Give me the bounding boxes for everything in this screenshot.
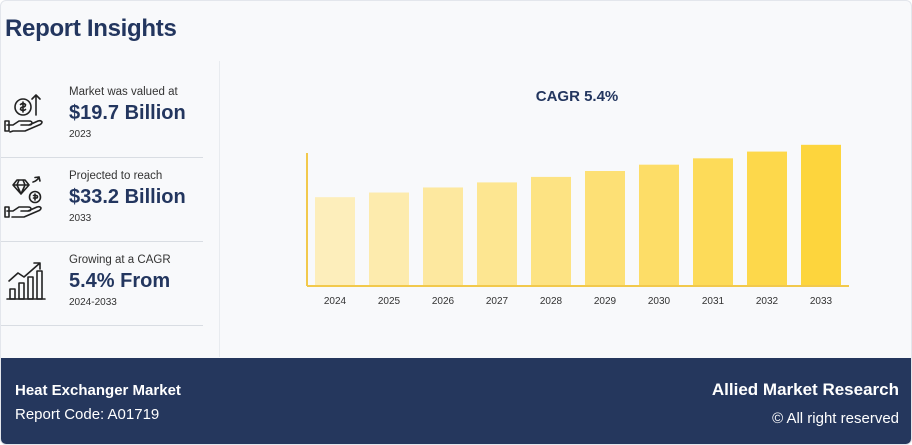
- x-tick-label-2027: 2027: [486, 296, 509, 307]
- footer-bar: Heat Exchanger Market Report Code: A0171…: [1, 358, 911, 444]
- bar-2025: [369, 192, 409, 285]
- bar-2032: [747, 151, 787, 285]
- chart-title: CAGR 5.4%: [536, 88, 619, 105]
- stat-year: 2023: [69, 129, 92, 140]
- x-tick-label-2030: 2030: [648, 296, 671, 307]
- x-tick-label-2033: 2033: [810, 296, 833, 307]
- x-tick-label-2031: 2031: [702, 296, 725, 307]
- bar-2027: [477, 182, 517, 285]
- x-tick-label-2025: 2025: [378, 296, 401, 307]
- stat-year: 2033: [69, 213, 92, 224]
- stat-label: Projected to reach: [69, 170, 163, 182]
- x-tick-labels: 2024 2025 2026 2027 2028 2029 2030 2031 2032 2033: [324, 296, 833, 307]
- stat-value: $33.2 Billion: [69, 186, 186, 208]
- page-title: Report Insights: [5, 15, 177, 42]
- report-code: Report Code: A01719: [15, 406, 160, 423]
- bar-2030: [639, 164, 679, 285]
- x-tick-label-2032: 2032: [756, 296, 779, 307]
- copyright-text: © All right reserved: [772, 410, 899, 427]
- bar-2031: [693, 158, 733, 285]
- money-hand-icon: [4, 94, 43, 133]
- diamond-coin-hand-icon: [4, 176, 42, 218]
- growth-chart-icon: [6, 262, 46, 300]
- cagr-bar-chart: CAGR 5.4% 2024 2025 2026 2027 2028 2029 2030 20…: [306, 88, 849, 307]
- stat-period: 2024-2033: [69, 297, 117, 308]
- bar-2029: [585, 171, 625, 285]
- bar-2024: [315, 197, 355, 285]
- brand-name: Allied Market Research: [711, 380, 899, 399]
- x-tick-label-2024: 2024: [324, 296, 347, 307]
- stat-cagr: Growing at a CAGR 5.4% From 2024-2033: [1, 241, 203, 326]
- stat-label: Growing at a CAGR: [69, 254, 171, 266]
- bar-2028: [531, 176, 571, 285]
- stat-market-value: Market was valued at $19.7 Billion 2023: [1, 73, 203, 158]
- bar-2033: [801, 144, 841, 285]
- stat-label: Market was valued at: [69, 86, 178, 98]
- x-tick-label-2026: 2026: [432, 296, 455, 307]
- x-tick-label-2029: 2029: [594, 296, 617, 307]
- market-name: Heat Exchanger Market: [15, 382, 181, 399]
- stat-value: 5.4% From: [69, 270, 171, 292]
- bars-group: [315, 144, 841, 285]
- section-divider: [219, 61, 220, 357]
- stat-value: $19.7 Billion: [69, 102, 186, 124]
- stat-projected-value: Projected to reach $33.2 Billion 2033: [1, 157, 203, 242]
- bar-2026: [423, 187, 463, 285]
- x-tick-label-2028: 2028: [540, 296, 563, 307]
